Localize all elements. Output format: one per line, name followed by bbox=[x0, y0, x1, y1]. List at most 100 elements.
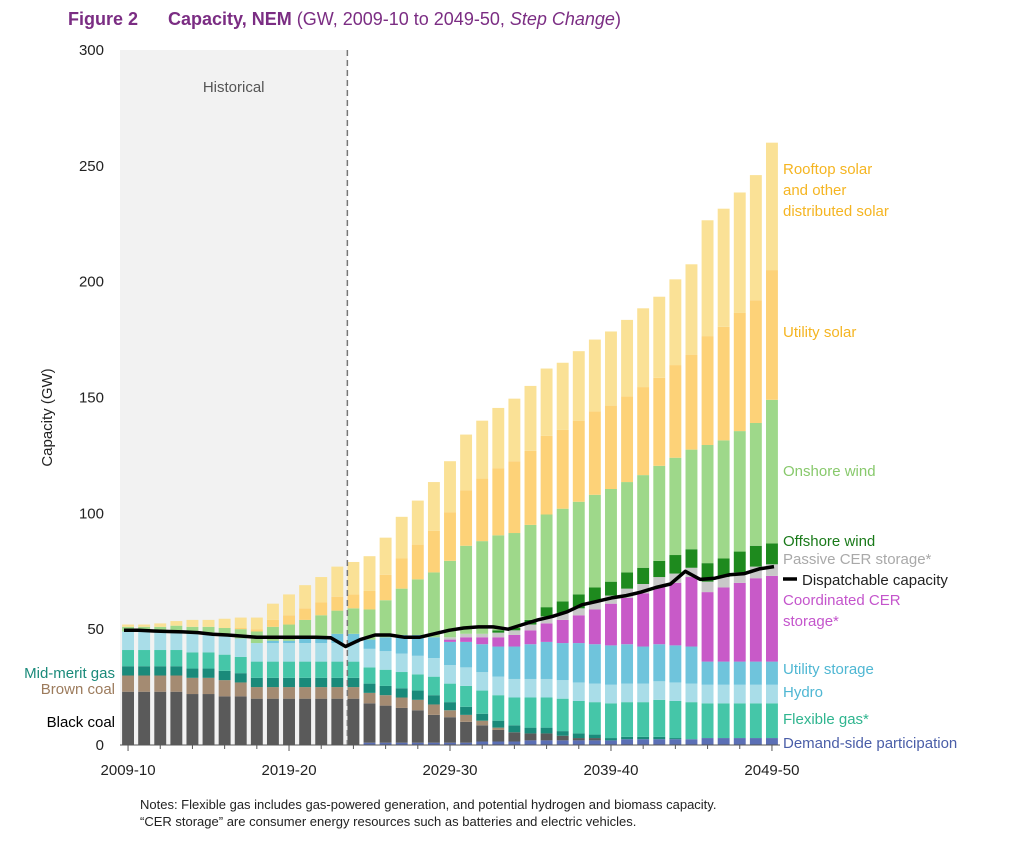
y-tick-label: 300 bbox=[79, 42, 104, 59]
bar-segment bbox=[588, 740, 601, 745]
bar-segment bbox=[234, 628, 247, 630]
bar-segment bbox=[508, 741, 521, 745]
bar-segment bbox=[621, 644, 634, 684]
bar-segment bbox=[605, 489, 617, 582]
bar-segment bbox=[637, 646, 650, 684]
bar-segment bbox=[315, 698, 328, 745]
bar-segment bbox=[492, 468, 505, 536]
notes-line-2: “CER storage” are consumer energy resour… bbox=[140, 814, 637, 829]
bar-segment bbox=[186, 677, 199, 695]
bar-segment bbox=[588, 411, 601, 495]
bar-segment bbox=[379, 705, 392, 743]
bar-segment bbox=[749, 545, 762, 567]
y-tick-label: 250 bbox=[79, 158, 104, 175]
bar-segment bbox=[411, 500, 424, 545]
bar-segment bbox=[363, 742, 376, 745]
bar-segment bbox=[476, 633, 489, 638]
bar-segment bbox=[299, 608, 312, 620]
bar-segment bbox=[170, 666, 183, 676]
bar-segment bbox=[766, 270, 778, 400]
bar-segment bbox=[605, 581, 617, 596]
bar-segment bbox=[621, 736, 634, 740]
notes-line-1: Notes: Flexible gas includes gas-powered… bbox=[140, 797, 717, 812]
bar-segment bbox=[170, 691, 183, 745]
historical-label: Historical bbox=[203, 79, 265, 96]
bar-segment bbox=[492, 741, 505, 745]
bar-segment bbox=[427, 704, 440, 715]
bar-segment bbox=[508, 398, 521, 462]
bar-segment bbox=[266, 698, 279, 745]
bar-segment bbox=[572, 740, 585, 745]
bar-segment bbox=[524, 727, 537, 734]
bar-segment bbox=[540, 697, 553, 728]
x-tick-label: 2019-20 bbox=[261, 762, 316, 779]
bar-segment bbox=[444, 710, 456, 718]
bar-segment bbox=[508, 678, 521, 698]
bar-segment bbox=[395, 688, 408, 698]
bar-segment bbox=[701, 581, 714, 593]
bar-segment bbox=[492, 646, 505, 677]
bar-segment bbox=[621, 702, 634, 737]
bar-segment bbox=[669, 738, 682, 740]
label-rooftop-solar: and other bbox=[783, 182, 846, 199]
bar-segment bbox=[669, 457, 682, 556]
bar-segment bbox=[733, 703, 746, 739]
label-coordinated-cer: Coordinated CER bbox=[783, 592, 901, 609]
bar-segment bbox=[717, 577, 730, 588]
bar-segment bbox=[588, 494, 601, 588]
bar-segment bbox=[427, 637, 440, 659]
bar-segment bbox=[637, 567, 650, 584]
bar-segment bbox=[138, 691, 151, 745]
bar-segment bbox=[637, 702, 650, 737]
bar-segment bbox=[508, 732, 521, 742]
bar-segment bbox=[379, 574, 392, 601]
bar-segment bbox=[460, 721, 473, 743]
bar-segment bbox=[347, 608, 360, 634]
bar-segment bbox=[524, 678, 537, 698]
bar-segment bbox=[444, 461, 456, 513]
label-rooftop-solar: Rooftop solar bbox=[783, 161, 872, 178]
bar-segment bbox=[588, 587, 601, 602]
bar-segment bbox=[411, 634, 424, 656]
bar-segment bbox=[395, 697, 408, 708]
bar-segment bbox=[621, 572, 634, 589]
bar-segment bbox=[653, 681, 666, 700]
bar-segment bbox=[476, 741, 489, 745]
bar-segment bbox=[234, 656, 247, 674]
bar-segment bbox=[637, 739, 650, 745]
bar-segment bbox=[508, 634, 521, 647]
bar-segment bbox=[315, 577, 328, 603]
bar-segment bbox=[363, 648, 376, 668]
bar-segment bbox=[250, 687, 263, 699]
bar-segment bbox=[766, 684, 778, 704]
bar-segment bbox=[266, 643, 279, 662]
bar-segment bbox=[540, 727, 553, 734]
bar-segment bbox=[621, 588, 634, 598]
bar-segment bbox=[186, 626, 199, 634]
bar-segment bbox=[283, 643, 295, 662]
bar-segment bbox=[460, 706, 473, 715]
bar-segment bbox=[733, 192, 746, 313]
bar-segment bbox=[476, 637, 489, 645]
y-tick-label: 200 bbox=[79, 274, 104, 291]
bar-segment bbox=[540, 641, 553, 679]
bar-segment bbox=[138, 624, 151, 627]
bar-segment bbox=[669, 739, 682, 745]
bar-segment bbox=[186, 633, 199, 653]
bar-segment bbox=[202, 668, 215, 678]
bar-segment bbox=[250, 677, 263, 688]
bar-segment bbox=[154, 691, 167, 745]
bar-segment bbox=[347, 594, 360, 609]
bar-segment bbox=[331, 566, 344, 597]
bar-segment bbox=[701, 336, 714, 445]
bar-segment bbox=[202, 652, 215, 669]
y-axis-ticks: 0 50 100 150 200 250 300 bbox=[79, 42, 104, 754]
bar-segment bbox=[154, 650, 167, 667]
label-mid-merit-gas: Mid-merit gas bbox=[24, 665, 115, 682]
bar-segment bbox=[588, 734, 601, 739]
bar-segment bbox=[331, 677, 344, 688]
bar-segment bbox=[749, 738, 762, 745]
bar-segment bbox=[524, 385, 537, 451]
bar-segment bbox=[669, 700, 682, 739]
bar-segment bbox=[266, 677, 279, 688]
